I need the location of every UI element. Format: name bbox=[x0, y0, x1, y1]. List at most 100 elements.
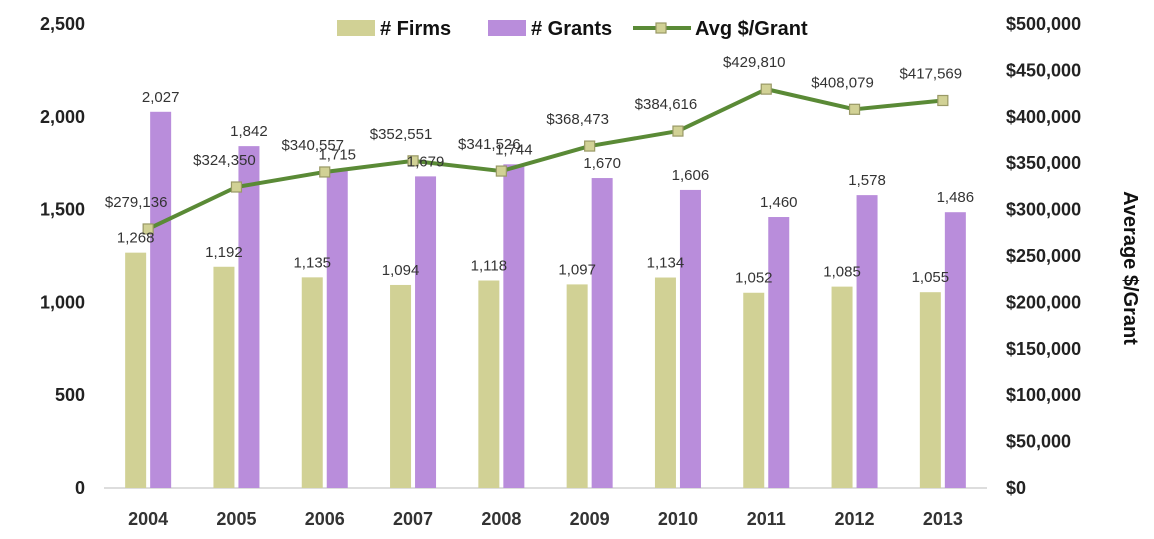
firms-data-label: 1,135 bbox=[293, 254, 331, 271]
right-tick-label: $450,000 bbox=[1006, 60, 1081, 80]
avg-grant-data-label: $417,569 bbox=[900, 65, 963, 82]
legend-swatch bbox=[337, 20, 375, 36]
grants-bar bbox=[856, 195, 878, 488]
firms-bar bbox=[213, 266, 235, 488]
avg-grant-marker bbox=[407, 155, 419, 167]
x-tick-label: 2005 bbox=[216, 509, 256, 529]
left-tick-label: 0 bbox=[75, 478, 85, 498]
avg-grant-marker bbox=[937, 94, 949, 107]
firms-bar bbox=[831, 286, 853, 488]
right-tick-label: $0 bbox=[1006, 478, 1026, 498]
grants-bar bbox=[679, 189, 701, 489]
firms-bar bbox=[125, 252, 147, 488]
x-tick-label: 2009 bbox=[570, 509, 610, 529]
right-tick-label: $150,000 bbox=[1006, 339, 1081, 359]
x-tick-label: 2010 bbox=[658, 509, 698, 529]
grants-bar bbox=[503, 164, 525, 488]
firms-data-label: 1,055 bbox=[912, 269, 950, 286]
firms-data-label: 1,118 bbox=[471, 257, 507, 274]
left-tick-label: 2,000 bbox=[40, 107, 85, 127]
firms-bar bbox=[743, 292, 765, 488]
left-tick-label: 1,500 bbox=[40, 200, 85, 220]
right-tick-label: $400,000 bbox=[1006, 107, 1081, 127]
legend: # Firms # Grants Avg $/Grant bbox=[337, 18, 808, 40]
avg-grant-marker bbox=[584, 140, 596, 152]
right-tick-label: $300,000 bbox=[1006, 200, 1081, 220]
grants-bar bbox=[944, 212, 966, 488]
bar-data-labels: 1,268 2,027 1,192 1,842 1,135 1,715 1,094 1,679… bbox=[117, 89, 974, 287]
avg-line-layer bbox=[142, 83, 949, 235]
grants-data-label: 1,578 bbox=[848, 172, 886, 189]
firms-data-label: 1,097 bbox=[558, 261, 596, 278]
x-tick-label: 2006 bbox=[305, 509, 345, 529]
firms-data-label: 1,094 bbox=[382, 262, 420, 279]
x-tick-label: 2008 bbox=[481, 509, 521, 529]
firms-data-label: 1,085 bbox=[823, 264, 861, 281]
right-tick-label: $50,000 bbox=[1006, 432, 1071, 452]
grants-data-label: 1,486 bbox=[937, 189, 975, 206]
grants-bar bbox=[326, 169, 348, 489]
x-tick-label: 2012 bbox=[835, 509, 875, 529]
legend-marker bbox=[655, 22, 667, 34]
grants-bar bbox=[591, 178, 613, 488]
line-data-labels: $279,136 $324,350 $340,557 $352,551 $341,526… bbox=[105, 54, 962, 211]
avg-grant-data-label: $384,616 bbox=[635, 96, 698, 113]
x-tick-label: 2004 bbox=[128, 509, 168, 529]
avg-grant-marker bbox=[142, 223, 154, 235]
avg-grant-marker bbox=[672, 125, 684, 137]
avg-grant-marker bbox=[760, 83, 772, 95]
left-axis-ticks: 0 500 1,000 1,500 2,000 2,500 bbox=[40, 14, 85, 498]
firms-data-label: 1,268 bbox=[117, 230, 155, 247]
right-axis-title: Average $/Grant bbox=[1119, 191, 1141, 345]
right-tick-label: $200,000 bbox=[1006, 292, 1081, 312]
grants-data-label: 1,670 bbox=[583, 155, 621, 172]
firms-data-label: 1,192 bbox=[205, 244, 243, 261]
firms-data-label: 1,134 bbox=[647, 255, 685, 272]
avg-grant-data-label: $341,526 bbox=[458, 136, 521, 153]
legend-label: # Grants bbox=[531, 18, 612, 40]
legend-label: # Firms bbox=[380, 18, 451, 40]
firms-bar bbox=[654, 277, 676, 488]
firms-data-label: 1,052 bbox=[735, 270, 773, 287]
firms-bar bbox=[390, 284, 412, 488]
grants-bar bbox=[415, 176, 437, 488]
avg-grant-marker bbox=[848, 103, 861, 115]
firms-bar bbox=[566, 284, 588, 488]
x-axis-ticks: 2004 2005 2006 2007 2008 2009 2010 2011 2012 2013 bbox=[128, 509, 963, 529]
grants-bar bbox=[238, 146, 260, 488]
avg-grant-marker bbox=[495, 165, 507, 177]
grants-data-label: 1,606 bbox=[672, 167, 710, 184]
left-tick-label: 2,500 bbox=[40, 14, 85, 34]
avg-grant-data-label: $340,557 bbox=[281, 137, 344, 154]
grants-data-label: 1,460 bbox=[760, 194, 798, 211]
firms-bar bbox=[301, 277, 323, 488]
legend-swatch bbox=[488, 20, 526, 36]
grants-bar bbox=[150, 111, 172, 488]
firms-bar bbox=[919, 292, 941, 488]
avg-grant-data-label: $352,551 bbox=[370, 126, 433, 143]
legend-label: Avg $/Grant bbox=[695, 18, 808, 40]
avg-grant-marker bbox=[230, 181, 243, 193]
avg-grant-data-label: $368,473 bbox=[546, 111, 609, 128]
grants-data-label: 1,744 bbox=[495, 141, 533, 158]
grants-data-label: 1,842 bbox=[230, 123, 268, 140]
avg-grant-data-label: $279,136 bbox=[105, 194, 168, 211]
grants-data-label: 1,679 bbox=[407, 153, 445, 170]
avg-grant-line bbox=[147, 87, 944, 231]
right-axis-ticks: $0 $50,000 $100,000 $150,000 $200,000 $250,00… bbox=[1006, 14, 1081, 498]
bars bbox=[125, 111, 966, 489]
firms-bar bbox=[478, 280, 500, 488]
right-tick-label: $250,000 bbox=[1006, 246, 1081, 266]
right-tick-label: $350,000 bbox=[1006, 153, 1081, 173]
x-tick-label: 2007 bbox=[393, 509, 433, 529]
avg-grant-data-label: $429,810 bbox=[723, 54, 786, 71]
grants-bar bbox=[768, 217, 790, 489]
left-tick-label: 500 bbox=[55, 385, 85, 405]
right-tick-label: $500,000 bbox=[1006, 14, 1081, 34]
grants-data-label: 2,027 bbox=[142, 89, 180, 106]
left-tick-label: 1,000 bbox=[40, 292, 85, 312]
avg-grant-data-label: $324,350 bbox=[193, 152, 256, 169]
x-tick-label: 2011 bbox=[747, 509, 786, 529]
right-tick-label: $100,000 bbox=[1006, 385, 1081, 405]
